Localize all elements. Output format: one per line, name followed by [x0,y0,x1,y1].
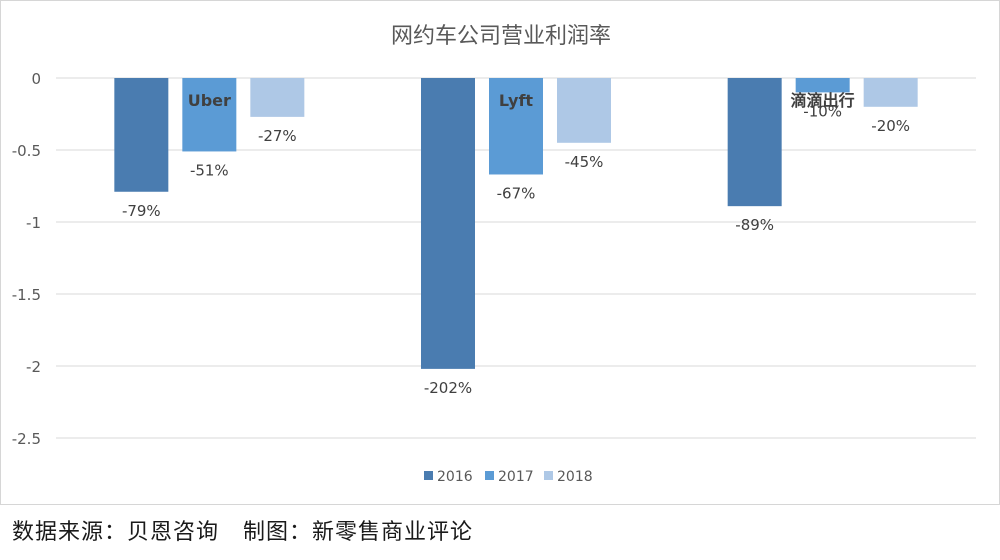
y-tick-label: -2 [26,358,41,376]
category-label: Uber [188,91,231,110]
legend-label: 2017 [498,469,534,485]
data-label: -10% [803,102,842,120]
bar-2018-1 [557,78,611,143]
y-tick-label: -0.5 [12,142,41,160]
category-label: 滴滴出行 [791,91,855,110]
data-label: -67% [497,184,536,202]
category-label: Lyft [499,91,534,110]
y-axis: 0 -0.5 -1 -1.5 -2 -2.5 [12,70,41,448]
bars [114,78,918,369]
data-label: -45% [565,153,604,171]
chart-title: 网约车公司营业利润率 [391,24,611,49]
data-label: -51% [190,161,229,179]
y-tick-label: 0 [31,70,41,88]
bar-2016-2 [727,78,782,207]
data-label: -79% [122,202,161,220]
y-tick-label: -1.5 [12,286,41,304]
y-tick-label: -2.5 [12,430,41,448]
y-tick-label: -1 [26,214,41,232]
bar-2018-0 [250,78,305,117]
data-labels: -79% -51% -27% -202% -67% -45% -89% -10% -20% [122,102,910,396]
bar-2017-0 [182,78,237,152]
bar-2016-0 [114,78,169,192]
chart-frame: 网约车公司营业利润率 0 -0.5 -1 -1.5 -2 -2.5 -79% -51% -27… [0,0,1000,505]
bar-2017-1 [489,78,543,175]
bar-2016-1 [421,78,475,369]
data-label: -27% [258,127,297,145]
bar-2017-2 [795,78,850,93]
bar-2018-2 [863,78,918,107]
source-caption: 数据来源：贝恩咨询 制图：新零售商业评论 [12,520,473,545]
legend-swatch-2018 [544,471,553,480]
bar-chart: 网约车公司营业利润率 0 -0.5 -1 -1.5 -2 -2.5 -79% -51% -27… [12,24,976,485]
data-label: -20% [871,117,910,135]
legend-swatch-2017 [485,471,494,480]
legend-swatch-2016 [424,471,433,480]
legend: 2016 2017 2018 [424,469,593,485]
data-label: -89% [735,216,774,234]
data-label: -202% [424,379,472,397]
legend-label: 2018 [557,469,593,485]
legend-label: 2016 [437,469,473,485]
category-labels: Uber Lyft 滴滴出行 [188,91,855,110]
